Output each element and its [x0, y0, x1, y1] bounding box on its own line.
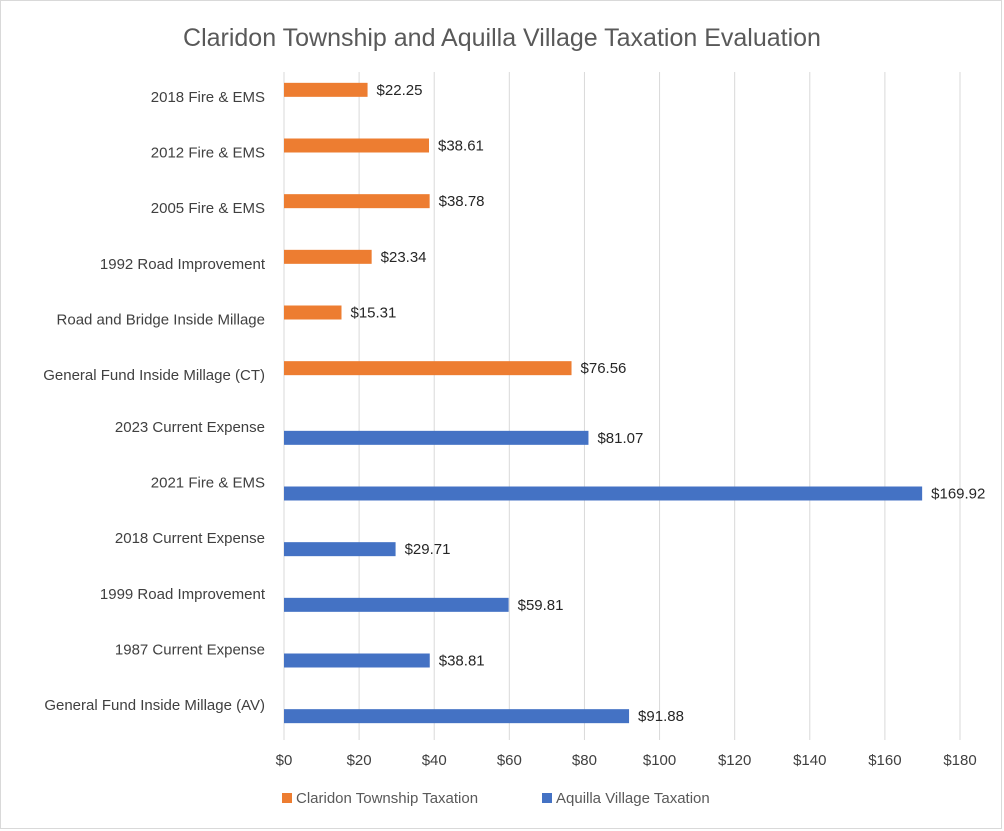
chart-title: Claridon Township and Aquilla Village Ta… [183, 24, 821, 52]
gridlines [283, 72, 961, 740]
bar [284, 653, 430, 668]
legend-label: Aquilla Village Taxation [556, 790, 710, 807]
bar [284, 709, 630, 724]
x-tick-label: $160 [868, 752, 901, 769]
legend-swatch [282, 793, 292, 803]
x-tick-label: $60 [497, 752, 522, 769]
bar [284, 249, 372, 264]
data-label: $76.56 [581, 360, 627, 377]
data-label: $23.34 [381, 249, 427, 266]
bars: $22.25 $38.61 $38.78 $23.34 $15.31 $76.56 $81.… [284, 82, 985, 725]
bar [284, 430, 589, 445]
data-label: $59.81 [518, 597, 564, 614]
bar [284, 361, 572, 376]
data-label: $38.81 [439, 653, 485, 670]
category-label: 1992 Road Improvement [100, 256, 266, 273]
x-tick-label: $140 [793, 752, 826, 769]
category-label: 2021 Fire & EMS [151, 475, 265, 492]
category-label: 2018 Current Expense [115, 530, 265, 547]
x-tick-label: $80 [572, 752, 597, 769]
category-label: 1987 Current Expense [115, 642, 265, 659]
category-label: Road and Bridge Inside Millage [57, 312, 265, 329]
category-label: 2018 Fire & EMS [151, 89, 265, 106]
data-label: $91.88 [638, 708, 684, 725]
x-tick-label: $40 [422, 752, 447, 769]
data-label: $81.07 [597, 430, 643, 447]
category-label: General Fund Inside Millage (AV) [44, 697, 265, 714]
data-label: $38.61 [438, 138, 484, 155]
bar [284, 486, 923, 501]
data-label: $29.71 [405, 541, 451, 558]
x-tick-label: $100 [643, 752, 676, 769]
bar [284, 305, 342, 320]
category-labels: 2018 Fire & EMS 2012 Fire & EMS 2005 Fire … [43, 89, 266, 714]
bar [284, 82, 368, 97]
data-label: $38.78 [439, 193, 485, 210]
bar [284, 597, 509, 612]
bar [284, 542, 396, 557]
data-label: $15.31 [350, 305, 396, 322]
x-tick-label: $120 [718, 752, 751, 769]
category-label: General Fund Inside Millage (CT) [43, 367, 265, 384]
x-tick-label: $180 [943, 752, 976, 769]
bar [284, 194, 430, 209]
x-tick-label: $20 [347, 752, 372, 769]
legend-swatch [542, 793, 552, 803]
bar [284, 138, 430, 153]
category-label: 2005 Fire & EMS [151, 200, 265, 217]
data-label: $22.25 [377, 82, 423, 99]
category-label: 1999 Road Improvement [100, 586, 266, 603]
category-label: 2012 Fire & EMS [151, 145, 265, 162]
category-label: 2023 Current Expense [115, 419, 265, 436]
legend-label: Claridon Township Taxation [296, 790, 478, 807]
x-tick-label: $0 [276, 752, 293, 769]
x-axis-ticks: $0 $20 $40 $60 $80 $100 $120 $140 $160 $180 [276, 752, 977, 769]
data-label: $169.92 [931, 486, 985, 503]
legend: Claridon Township Taxation Aquilla Villag… [282, 790, 710, 807]
